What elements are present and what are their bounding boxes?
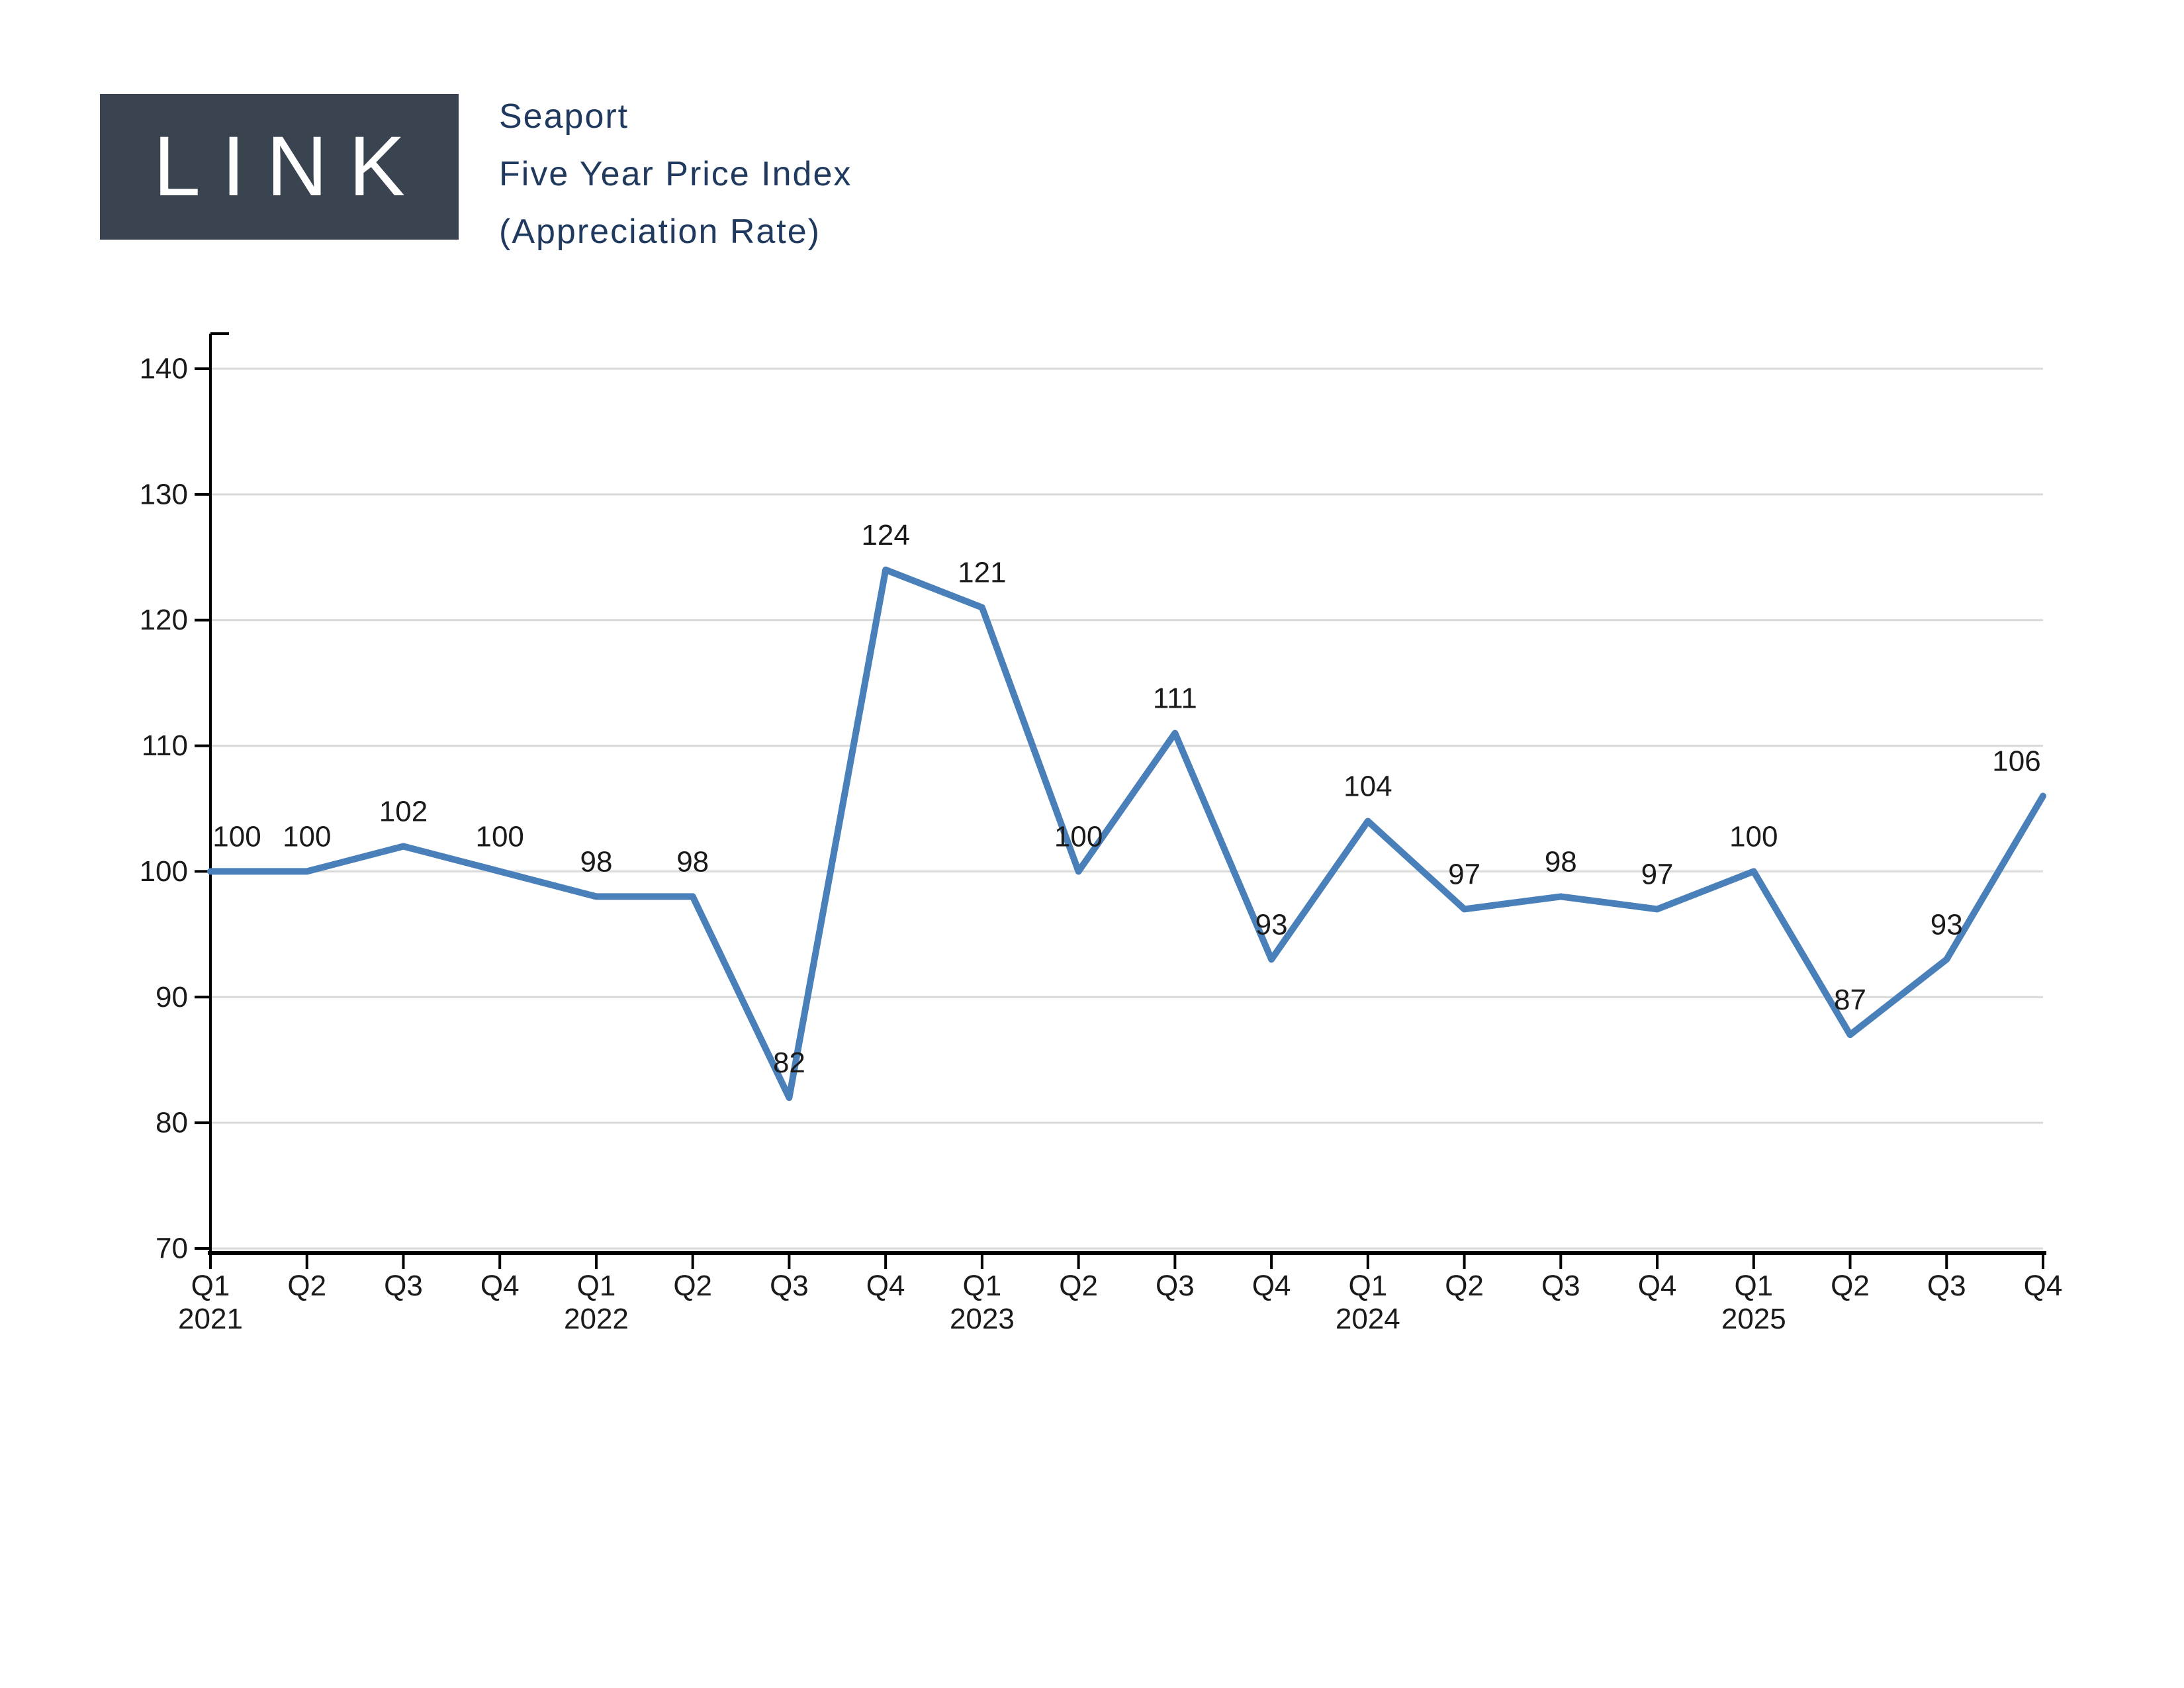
data-label: 93 [1931,908,1963,941]
x-tick-label: Q3 [770,1270,809,1302]
data-label: 87 [1834,984,1866,1016]
link-logo: LINK [100,94,459,240]
data-label: 93 [1255,908,1288,941]
chart-title-qualifier: (Appreciation Rate) [499,212,821,251]
y-tick-label: 100 [140,855,188,888]
x-year-label: 2023 [950,1303,1015,1335]
data-label: 104 [1343,770,1392,802]
x-tick-label: Q2 [1059,1270,1098,1302]
x-tick-label: Q3 [1927,1270,1966,1302]
data-label: 97 [1448,858,1480,890]
x-tick-label: Q1 [1348,1270,1387,1302]
data-label: 98 [1545,845,1577,878]
data-label: 97 [1641,858,1674,890]
x-tick-label: Q4 [480,1270,520,1302]
data-label: 100 [1054,820,1103,853]
y-tick-label: 140 [140,353,188,385]
x-tick-label: Q4 [1638,1270,1677,1302]
x-tick-label: Q3 [384,1270,423,1302]
y-tick-label: 120 [140,604,188,636]
y-tick-label: 70 [156,1233,188,1265]
y-tick-label: 80 [156,1107,188,1139]
x-tick-label: Q4 [1252,1270,1291,1302]
x-tick-label: Q2 [673,1270,712,1302]
x-tick-label: Q2 [1831,1270,1870,1302]
data-label: 98 [580,845,612,878]
data-label: 100 [1729,820,1778,853]
chart-title-metric: Five Year Price Index [499,154,852,193]
x-tick-label: Q2 [287,1270,326,1302]
x-tick-label: Q1 [191,1270,230,1302]
y-tick-label: 90 [156,981,188,1013]
data-label: 111 [1153,682,1197,715]
data-label: 82 [773,1047,805,1079]
data-label: 121 [958,557,1006,589]
data-label: 102 [379,795,428,827]
logo-text: LINK [153,119,427,214]
y-tick-label: 110 [142,729,188,762]
x-year-label: 2022 [564,1303,629,1335]
data-label: 106 [1992,745,2040,778]
data-label: 100 [212,820,261,853]
x-tick-label: Q3 [1541,1270,1580,1302]
x-tick-label: Q3 [1156,1270,1195,1302]
chart-title: Seaport Five Year Price Index (Appreciat… [499,87,852,260]
x-year-label: 2021 [178,1303,243,1335]
x-tick-label: Q1 [577,1270,616,1302]
data-label: 100 [475,820,523,853]
x-tick-label: Q4 [2024,1270,2063,1302]
x-tick-label: Q1 [963,1270,1002,1302]
chart-title-location: Seaport [499,97,629,136]
x-year-label: 2024 [1336,1303,1400,1335]
data-label: 100 [283,820,331,853]
price-index-series-line [207,566,2046,1102]
x-tick-label: Q4 [866,1270,905,1302]
y-tick-label: 130 [140,478,188,510]
x-year-label: 2025 [1721,1303,1786,1335]
data-label: 98 [676,845,709,878]
x-tick-label: Q2 [1445,1270,1484,1302]
x-tick-label: Q1 [1734,1270,1773,1302]
data-label: 124 [861,519,909,551]
